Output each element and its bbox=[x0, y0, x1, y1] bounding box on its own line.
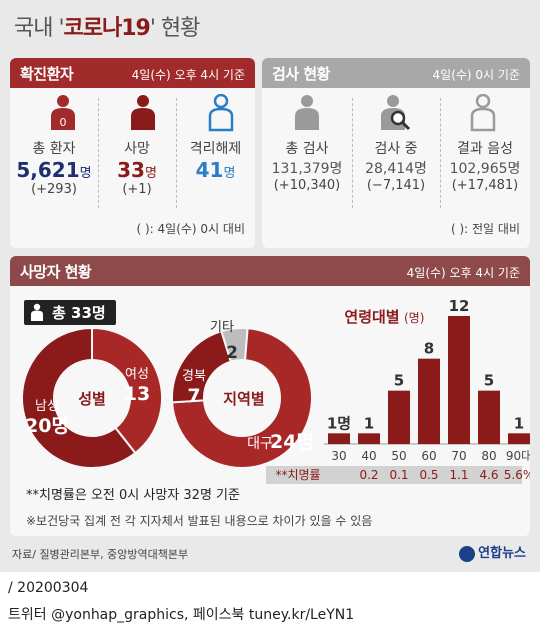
death-icon bbox=[131, 95, 155, 130]
testing-header: 검사 현황 4일(수) 0시 기준 bbox=[262, 58, 530, 88]
age-bar-70 bbox=[448, 316, 470, 444]
date-line: / 20200304 bbox=[8, 580, 89, 596]
other-region-value: 2 bbox=[226, 343, 238, 363]
gender-donut-hole bbox=[55, 361, 129, 435]
age-bar-label-30: 1명 bbox=[327, 414, 351, 432]
test-person-icon bbox=[295, 95, 319, 130]
other-region-label: 기타 bbox=[210, 320, 234, 335]
fatality-rate-60: 0.5 bbox=[419, 468, 438, 482]
female-value: 13 bbox=[124, 383, 150, 405]
deaths-panel: 사망자 현황 4일(수) 오후 4시 기준 총 33명 성별 여성 13 남성 20명 지… bbox=[10, 256, 530, 536]
age-bar-label-40: 1 bbox=[364, 414, 374, 432]
age-tick-40: 40 bbox=[361, 449, 376, 463]
social-line: 트위터 @yonhap_graphics, 페이스북 tuney.kr/LeYN… bbox=[8, 607, 355, 623]
released-icon bbox=[208, 94, 234, 132]
gyeongbuk-label: 경북 bbox=[182, 369, 206, 384]
region-chart-title: 지역별 bbox=[223, 390, 264, 408]
age-chart-unit: (명) bbox=[404, 311, 424, 325]
gender-chart-title: 성별 bbox=[78, 390, 106, 408]
region-slice-대구 bbox=[171, 327, 313, 469]
source-note: ※보건당국 집계 전 각 지자체서 발표된 내용으로 차이가 있을 수 있음 bbox=[26, 514, 373, 528]
negative-results: 결과 음성 102,965명 (+17,481) bbox=[449, 141, 521, 193]
region-slice-경북 bbox=[171, 329, 233, 404]
age-tick-80: 80 bbox=[481, 449, 496, 463]
tests-in-progress: 검사 중 28,414명 (−7,141) bbox=[365, 141, 427, 193]
fatality-rate-50: 0.1 bbox=[389, 468, 408, 482]
deaths-header: 사망자 현황 4일(수) 오후 4시 기준 bbox=[10, 256, 530, 286]
daegu-label: 대구 bbox=[247, 436, 273, 452]
age-tick-70: 70 bbox=[451, 449, 466, 463]
confirmed-footnote: ( ): 4일(수) 0시 대비 bbox=[136, 222, 246, 236]
male-value: 20명 bbox=[25, 415, 69, 437]
fatality-row bbox=[266, 466, 522, 484]
released-stat: 격리해제 41명 bbox=[189, 141, 242, 182]
age-tick-60: 60 bbox=[421, 449, 436, 463]
gyeongbuk-value: 7 bbox=[187, 385, 200, 407]
testing-timestamp: 4일(수) 0시 기준 bbox=[432, 68, 520, 82]
age-bar-80 bbox=[478, 390, 500, 444]
age-bar-label-90대: 1 bbox=[514, 414, 524, 432]
daegu-value: 24명 bbox=[270, 431, 314, 453]
deaths-title: 사망자 현황 bbox=[20, 263, 92, 281]
age-bar-label-60: 8 bbox=[424, 340, 434, 358]
age-bar-label-70: 12 bbox=[449, 297, 470, 315]
fatality-rate-40: 0.2 bbox=[359, 468, 378, 482]
negative-person-icon bbox=[470, 94, 496, 132]
gender-slice-여성 bbox=[91, 326, 163, 455]
confirmed-panel: 확진환자 4일(수) 오후 4시 기준 0 총 환자 5,621명 (+293)… bbox=[10, 58, 255, 248]
total-tests: 총 검사 131,379명 (+10,340) bbox=[271, 141, 343, 193]
age-bar-label-80: 5 bbox=[484, 372, 494, 390]
testing-footnote: ( ): 전일 대비 bbox=[450, 222, 520, 236]
confirmed-header: 확진환자 4일(수) 오후 4시 기준 bbox=[10, 58, 255, 88]
svg-text:0: 0 bbox=[60, 116, 67, 129]
fatality-rate-70: 1.1 bbox=[449, 468, 468, 482]
source-text: 자료/ 질병관리본부, 중앙방역대책본부 bbox=[12, 548, 189, 561]
age-chart-title: 연령대별 bbox=[344, 308, 399, 326]
age-bar-30 bbox=[328, 433, 350, 444]
testing-panel: 검사 현황 4일(수) 0시 기준 총 검사 131,379명 (+10,340… bbox=[262, 58, 530, 248]
total-patients: 총 환자 5,621명 (+293) bbox=[16, 141, 92, 197]
testing-title: 검사 현황 bbox=[272, 65, 330, 83]
age-bar-50 bbox=[388, 390, 410, 444]
deaths-stat: 사망 33명 (+1) bbox=[117, 141, 157, 197]
deaths-timestamp: 4일(수) 오후 4시 기준 bbox=[406, 266, 520, 280]
gender-slice-남성 bbox=[21, 326, 137, 469]
age-bar-60 bbox=[418, 358, 440, 444]
age-bar-label-50: 5 bbox=[394, 372, 404, 390]
fatality-label: **치명률 bbox=[275, 468, 320, 482]
age-bar-90대 bbox=[508, 433, 530, 444]
region-donut-hole bbox=[205, 361, 279, 435]
magnifier-icon bbox=[381, 95, 411, 131]
age-tick-30: 30 bbox=[331, 449, 346, 463]
infographic: 국내 '코로나19' 현황 확진환자 4일(수) 오후 4시 기준 0 총 환자… bbox=[0, 0, 540, 572]
fatality-rate-90대: 5.6% bbox=[504, 468, 530, 482]
male-label: 남성 bbox=[35, 399, 59, 414]
page-title: 국내 '코로나19' 현황 bbox=[14, 16, 200, 41]
confirmed-timestamp: 4일(수) 오후 4시 기준 bbox=[131, 68, 245, 82]
fatality-note: **치명률은 오전 0시 사망자 32명 기준 bbox=[26, 488, 240, 503]
age-tick-90대: 90대 bbox=[506, 449, 530, 463]
person-icon bbox=[31, 303, 43, 321]
female-label: 여성 bbox=[125, 367, 149, 382]
fatality-rate-80: 4.6 bbox=[479, 468, 498, 482]
age-bar-40 bbox=[358, 433, 380, 444]
confirmed-title: 확진환자 bbox=[20, 65, 74, 83]
age-tick-50: 50 bbox=[391, 449, 406, 463]
patient-icon: 0 bbox=[51, 95, 75, 130]
brand-logo: 연합뉴스 bbox=[459, 542, 526, 562]
